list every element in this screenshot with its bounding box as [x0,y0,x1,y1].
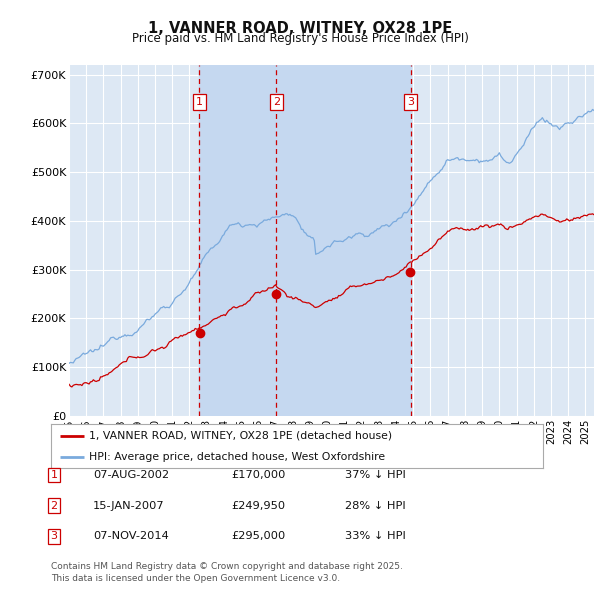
Text: 2: 2 [272,97,280,107]
Text: Price paid vs. HM Land Registry's House Price Index (HPI): Price paid vs. HM Land Registry's House … [131,32,469,45]
Bar [276,65,410,416]
Text: 07-AUG-2002: 07-AUG-2002 [93,470,169,480]
Text: £295,000: £295,000 [231,532,285,541]
Text: 33% ↓ HPI: 33% ↓ HPI [345,532,406,541]
Text: 15-JAN-2007: 15-JAN-2007 [93,501,164,510]
Text: 2: 2 [50,501,58,510]
Text: HPI: Average price, detached house, West Oxfordshire: HPI: Average price, detached house, West… [89,452,386,462]
Text: 3: 3 [407,97,414,107]
Text: £170,000: £170,000 [231,470,286,480]
Text: 28% ↓ HPI: 28% ↓ HPI [345,501,406,510]
Text: 1, VANNER ROAD, WITNEY, OX28 1PE (detached house): 1, VANNER ROAD, WITNEY, OX28 1PE (detach… [89,431,392,441]
Text: 1: 1 [50,470,58,480]
Text: 1: 1 [196,97,203,107]
Bar [199,65,276,416]
Text: 37% ↓ HPI: 37% ↓ HPI [345,470,406,480]
Text: 1, VANNER ROAD, WITNEY, OX28 1PE: 1, VANNER ROAD, WITNEY, OX28 1PE [148,21,452,35]
Text: Contains HM Land Registry data © Crown copyright and database right 2025.
This d: Contains HM Land Registry data © Crown c… [51,562,403,583]
Text: 07-NOV-2014: 07-NOV-2014 [93,532,169,541]
Text: £249,950: £249,950 [231,501,285,510]
Text: 3: 3 [50,532,58,541]
